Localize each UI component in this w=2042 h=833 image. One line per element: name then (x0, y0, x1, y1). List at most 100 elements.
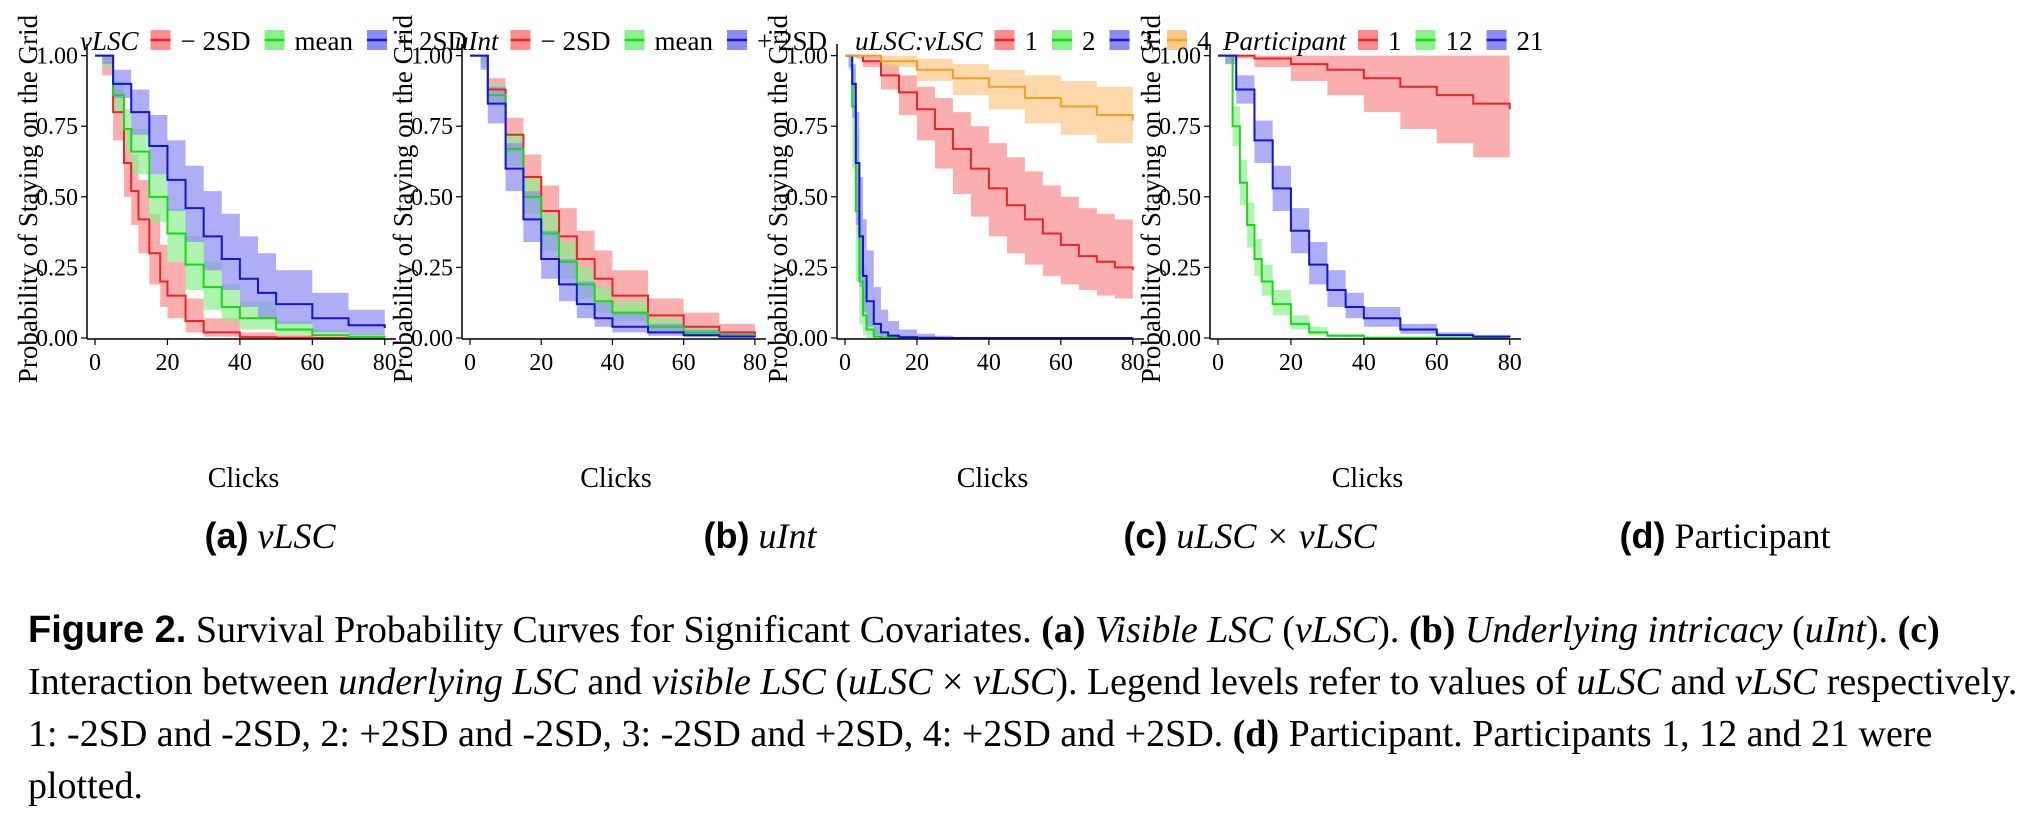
legend-label: + 2SD (397, 26, 467, 56)
caption-segment: visible LSC (651, 661, 826, 703)
legend-label: mean (295, 26, 354, 56)
y-tick-label: 0.00 (786, 326, 828, 352)
survival-line-red (470, 54, 756, 336)
y-tick-label: 0.50 (786, 185, 828, 211)
caption-segment: Participant. Participants 1, 12 and 21 w… (28, 713, 1933, 807)
sublabel-text-c: uLSC × vLSC (1176, 516, 1377, 556)
figure-panels: 0 20 40 60 80 0.00 0.25 0.50 0.75 1.00 Clicks Proba… (13, 14, 1544, 494)
ci-band-blue (470, 55, 755, 338)
caption-segment: respectively. 1: -2SD and -2SD, 2: +2SD … (28, 661, 2018, 755)
x-tick-label: 80 (1498, 350, 1522, 376)
legend-label: − 2SD (181, 26, 251, 56)
caption-segment: Underlying intricacy (1464, 609, 1783, 651)
caption-segment: × (932, 661, 973, 703)
survival-line-blue (845, 54, 1133, 339)
ci-band-red (1218, 55, 1510, 166)
y-axis-title: Probability of Staying on the Grid (388, 14, 418, 383)
y-tick-label: 0.25 (411, 255, 453, 281)
x-tick-label: 40 (600, 350, 624, 376)
x-tick-label: 20 (905, 350, 929, 376)
x-axis-title: Clicks (957, 463, 1029, 494)
y-tick-label: 0.75 (411, 114, 453, 140)
chart-panel-c: 0 20 40 60 80 0.00 0.25 0.50 0.75 1.00 Clicks Proba… (763, 14, 1211, 494)
caption-segment: Survival Probability Curves for Signific… (195, 609, 1042, 651)
legend-label: 21 (1517, 26, 1544, 56)
y-tick-label: 0.75 (786, 114, 828, 140)
caption-segment: underlying LSC (338, 661, 578, 703)
sublabel-a: (a) vLSC (204, 515, 335, 557)
x-tick-label: 60 (1425, 350, 1449, 376)
x-tick-label: 0 (89, 350, 101, 376)
caption-segment: (c) (1897, 609, 1940, 651)
sublabel-c: (c) uLSC × vLSC (1123, 515, 1376, 557)
caption-segment: (d) (1232, 713, 1280, 755)
caption-segment: ( (1782, 609, 1805, 651)
caption-segment: vLSC (972, 661, 1056, 703)
sublabel-text-b: uInt (758, 516, 817, 556)
x-tick-label: 0 (1212, 350, 1224, 376)
legend-label: + 2SD (757, 26, 827, 56)
caption-segment: ). Legend levels refer to values of (1055, 661, 1577, 703)
legend-title: vLSC (80, 26, 140, 56)
caption-segment: ( (825, 661, 849, 703)
y-axis-title: Probability of Staying on the Grid (1136, 14, 1166, 383)
y-tick-label: 1.00 (411, 44, 453, 70)
caption-segment: uInt (1804, 609, 1866, 651)
y-tick-label: 1.00 (36, 44, 78, 70)
y-axis-title: Probability of Staying on the Grid (763, 14, 793, 383)
sublabel-b: (b) uInt (704, 515, 817, 557)
caption-segment: vLSC (1734, 661, 1818, 703)
survival-line-green (95, 54, 386, 338)
survival-line-red (1218, 54, 1511, 110)
legend-label: − 2SD (541, 26, 611, 56)
figure-label: Figure 2. (28, 609, 187, 651)
legend-title: Participant (1222, 26, 1347, 56)
caption-segment: (a) (1041, 609, 1086, 651)
x-axis-title: Clicks (580, 463, 652, 494)
x-tick-label: 80 (1121, 350, 1145, 376)
chart-panel-b: 0 20 40 60 80 0.00 0.25 0.50 0.75 1.00 Clicks Proba… (388, 14, 827, 494)
y-tick-label: 0.25 (36, 255, 78, 281)
caption-segment: and (1661, 661, 1735, 703)
x-tick-label: 0 (464, 350, 476, 376)
survival-line-blue (95, 54, 386, 329)
x-tick-label: 40 (228, 350, 252, 376)
x-tick-label: 20 (529, 350, 553, 376)
survival-line-blue (470, 54, 756, 338)
y-tick-label: 0.75 (1159, 114, 1201, 140)
figure-caption: Figure 2. Survival Probability Curves fo… (28, 604, 2018, 812)
survival-line-red (95, 54, 385, 339)
y-tick-label: 1.00 (786, 44, 828, 70)
sublabel-text-a: vLSC (257, 516, 336, 556)
caption-segment (1086, 609, 1096, 651)
caption-segment: ). (1865, 609, 1898, 651)
x-tick-label: 0 (839, 350, 851, 376)
y-tick-label: 0.25 (1159, 255, 1201, 281)
sublabel-letter-b: (b) (703, 515, 750, 556)
sublabel-letter-c: (c) (1123, 515, 1168, 556)
x-tick-label: 20 (1279, 350, 1303, 376)
x-axis-title: Clicks (208, 463, 280, 494)
caption-body: Survival Probability Curves for Signific… (28, 609, 2017, 807)
caption-segment (1455, 609, 1465, 651)
caption-segment: ( (1272, 609, 1295, 651)
x-tick-label: 60 (672, 350, 696, 376)
survival-line-green (1218, 54, 1510, 339)
x-tick-label: 40 (1352, 350, 1376, 376)
y-tick-label: 0.00 (36, 326, 78, 352)
caption-segment: vLSC (1294, 609, 1378, 651)
sublabel-d: (d) Participant (1620, 515, 1831, 557)
sublabel-letter-d: (d) (1619, 515, 1666, 556)
legend-label: 1 (1388, 26, 1402, 56)
ci-band-blue (1218, 55, 1510, 338)
y-tick-label: 0.50 (1159, 185, 1201, 211)
caption-segment: uLSC (848, 661, 933, 703)
ci-band-red (95, 55, 385, 338)
chart-panel-a: 0 20 40 60 80 0.00 0.25 0.50 0.75 1.00 Clicks Proba… (13, 14, 467, 494)
survival-line-blue (1218, 54, 1511, 338)
y-tick-label: 0.50 (36, 185, 78, 211)
y-tick-label: 0.00 (1159, 326, 1201, 352)
caption-segment: ). (1377, 609, 1409, 651)
sublabel-letter-a: (a) (204, 515, 249, 556)
legend-label: 1 (1025, 26, 1039, 56)
